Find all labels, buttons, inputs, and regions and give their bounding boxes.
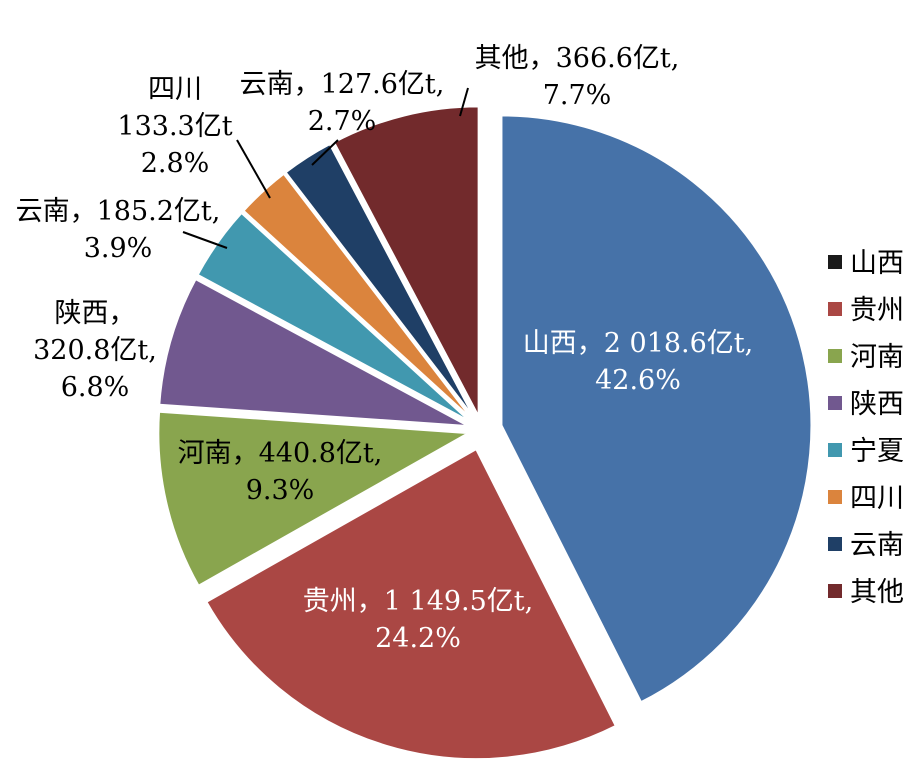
pie-slice-3 — [158, 277, 470, 428]
legend-label-1: 贵州 — [850, 295, 904, 326]
legend-swatch-4 — [828, 443, 842, 457]
legend-swatch-2 — [828, 349, 842, 363]
legend-label-5: 四川 — [850, 483, 904, 514]
legend-swatch-6 — [828, 537, 842, 551]
slice-label-1-line-1: 24.2% — [375, 623, 461, 654]
leader-line-6 — [311, 139, 339, 166]
pie-slice-2 — [157, 410, 472, 588]
pie-slice-4 — [196, 211, 472, 423]
pie-slice-1 — [205, 447, 618, 761]
legend-swatch-5 — [828, 490, 842, 504]
slice-label-2-line-1: 9.3% — [246, 475, 315, 506]
pie-slice-6 — [284, 142, 476, 419]
pie-slice-5 — [242, 172, 474, 421]
slice-label-0-line-0: 山西，2 018.6亿t, — [523, 328, 754, 359]
legend-label-2: 河南 — [850, 342, 904, 373]
slice-label-1-line-0: 贵州，1 149.5亿t, — [303, 586, 534, 617]
legend-swatch-1 — [828, 302, 842, 316]
slice-label-5-line-2: 2.8% — [141, 148, 210, 179]
slice-label-4-line-0: 云南，185.2亿t, — [16, 196, 221, 227]
slice-label-7-line-1: 7.7% — [543, 80, 612, 111]
legend-label-7: 其他 — [850, 577, 904, 608]
slice-label-5-line-0: 四川 — [148, 74, 202, 105]
slice-label-3-line-1: 320.8亿t, — [33, 335, 157, 366]
legend-swatch-7 — [828, 584, 842, 598]
slice-label-3-line-0: 陕西， — [55, 298, 136, 329]
leader-line-4 — [182, 231, 228, 249]
pie-slice-0 — [500, 114, 813, 704]
legend-label-3: 陕西 — [850, 389, 904, 420]
slice-label-2-line-0: 河南，440.8亿t, — [178, 438, 383, 469]
slice-label-4-line-1: 3.9% — [84, 233, 153, 264]
slice-label-0-line-1: 42.6% — [595, 365, 681, 396]
slice-label-6-line-1: 2.7% — [308, 106, 377, 137]
legend-label-0: 山西 — [850, 248, 904, 279]
leader-line-5 — [236, 139, 271, 199]
slice-label-6-line-0: 云南，127.6亿t, — [240, 69, 445, 100]
slice-label-7-line-0: 其他，366.6亿t, — [475, 43, 680, 74]
slice-label-3-line-2: 6.8% — [61, 372, 130, 403]
legend-swatch-0 — [828, 255, 842, 269]
slice-label-5-line-1: 133.3亿t — [117, 111, 232, 142]
legend-label-6: 云南 — [850, 530, 904, 561]
legend-label-4: 宁夏 — [850, 436, 904, 467]
legend-swatch-3 — [828, 396, 842, 410]
pie-slice-7 — [332, 105, 480, 417]
leader-line-7 — [459, 87, 469, 117]
